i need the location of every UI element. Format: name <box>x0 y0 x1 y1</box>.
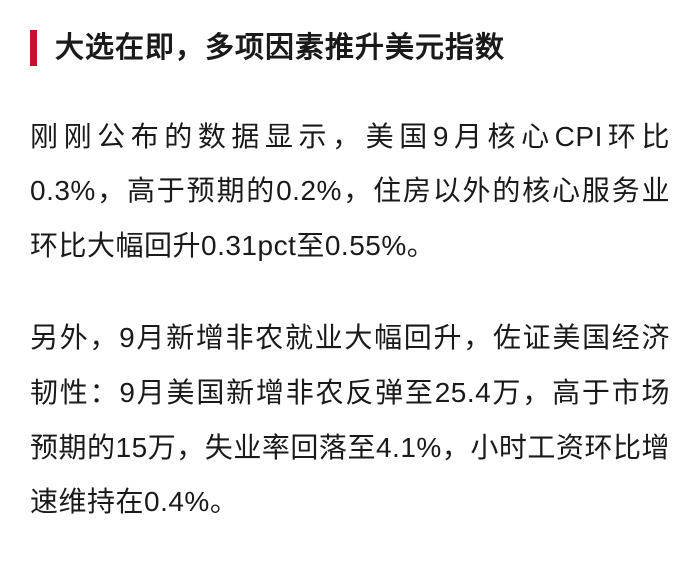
paragraph-1: 刚刚公布的数据显示，美国9月核心CPI环比0.3%，高于预期的0.2%，住房以外… <box>30 110 670 274</box>
paragraph-2: 另外，9月新增非农就业大幅回升，佐证美国经济韧性：9月美国新增非农反弹至25.4… <box>30 311 670 529</box>
heading-accent-bar <box>30 30 37 66</box>
section-heading: 大选在即，多项因素推升美元指数 <box>30 30 670 68</box>
heading-text: 大选在即，多项因素推升美元指数 <box>55 30 505 68</box>
